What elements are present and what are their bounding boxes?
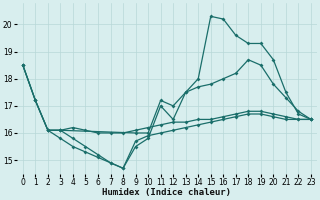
X-axis label: Humidex (Indice chaleur): Humidex (Indice chaleur) [102, 188, 231, 197]
